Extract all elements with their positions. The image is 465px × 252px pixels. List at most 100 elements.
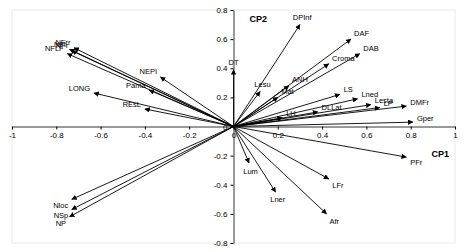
loading-arrow <box>234 118 283 127</box>
tick-mark <box>366 127 367 130</box>
tick: 0.6 <box>216 35 233 44</box>
tick-mark <box>101 127 102 130</box>
arrow-label: Mat <box>281 87 294 96</box>
tick-label: -0.8 <box>50 131 64 140</box>
arrow-label: LP <box>384 99 393 108</box>
loading-arrow <box>234 122 413 126</box>
tick: 1 <box>453 127 458 141</box>
tick-mark <box>411 127 412 130</box>
tick-label: 0.6 <box>361 131 373 140</box>
loading-arrow <box>74 48 233 127</box>
tick-label: 0.4 <box>317 131 329 140</box>
tick-mark <box>189 127 190 130</box>
tick: 0.6 <box>361 127 373 141</box>
loading-arrow <box>234 112 318 127</box>
loading-arrow <box>234 127 276 193</box>
arrow-label: Lesu <box>254 80 270 89</box>
arrow-label: LONG <box>69 84 90 93</box>
chart: -1-0.8-0.6-0.4-0.200.20.40.60.81-0.8-0.6… <box>0 0 465 252</box>
loading-arrow <box>234 25 300 127</box>
loading-arrow <box>234 54 360 127</box>
tick-mark <box>56 127 57 130</box>
tick-label: 0.4 <box>216 64 228 73</box>
arrow-label: Nloc <box>53 201 68 210</box>
arrow-label: DLLat <box>322 103 343 112</box>
loading-arrow <box>70 127 234 217</box>
tick-mark <box>231 156 234 157</box>
tick-label: -0.6 <box>94 131 108 140</box>
arrow-label: Pama <box>126 81 146 90</box>
arrow-label: DPInf <box>293 13 313 22</box>
arrow-label: LFr <box>332 181 344 190</box>
loading-arrow <box>70 49 234 126</box>
loading-arrow <box>72 51 234 127</box>
tick: -0.2 <box>183 127 197 141</box>
loading-arrow <box>72 127 234 210</box>
arrow-label: Afr <box>329 217 339 226</box>
arrow-label: NEPI <box>140 67 158 76</box>
tick-label: -0.6 <box>214 210 228 219</box>
loading-arrow <box>72 127 234 200</box>
tick: -0.2 <box>214 152 234 161</box>
tick-label: 0.6 <box>216 35 228 44</box>
y-axis-title: CP2 <box>250 14 268 24</box>
arrow-label: ANH <box>292 75 308 84</box>
tick-mark <box>231 243 234 244</box>
arrow-label: DMFr <box>410 98 429 107</box>
tick-label: 1 <box>453 131 458 140</box>
tick-label: -0.2 <box>214 152 228 161</box>
tick-mark <box>278 127 279 130</box>
tick: -1 <box>9 127 17 141</box>
tick: -0.8 <box>214 239 234 248</box>
arrow-label: Lum <box>243 167 258 176</box>
loading-arrow <box>233 70 234 127</box>
arrow-label: REsL <box>123 100 141 109</box>
tick: -0.4 <box>214 181 234 190</box>
y-axis: -0.8-0.6-0.4-0.200.20.40.60.8 <box>214 6 234 248</box>
loading-arrow <box>149 90 233 126</box>
arrow-label: Gper <box>417 114 434 123</box>
loading-arrow <box>234 127 327 214</box>
tick: 0.2 <box>216 93 233 102</box>
tick-label: -0.8 <box>214 239 228 248</box>
arrow-label: NFLF <box>45 44 64 53</box>
arrow-label: Lner <box>270 195 286 204</box>
tick-mark <box>455 127 456 130</box>
tick-label: -0.4 <box>139 131 153 140</box>
loading-arrow <box>145 109 234 126</box>
tick-label: 0.2 <box>216 93 228 102</box>
tick: -0.4 <box>139 127 153 141</box>
x-axis-title: CP1 <box>431 149 449 159</box>
plot-frame <box>12 10 455 243</box>
tick-mark <box>231 39 234 40</box>
tick-mark <box>322 127 323 130</box>
arrow-label: DAF <box>354 29 369 38</box>
tick: 0.4 <box>317 127 329 141</box>
arrow-labels: NFINFrrNFrNFLFLONGNEPIPamaREsLDTDPInfDAF… <box>45 13 434 228</box>
tick: 0.8 <box>406 127 418 141</box>
arrow-label: LH <box>286 109 296 118</box>
loading-arrow <box>67 54 233 127</box>
plot-area <box>67 25 413 217</box>
tick-label: 0.8 <box>406 131 418 140</box>
arrow-label: PFr <box>410 158 423 167</box>
loading-arrow <box>234 127 250 163</box>
tick-label: 0.8 <box>216 6 228 15</box>
tick-label: 0.2 <box>273 131 285 140</box>
tick-mark <box>231 10 234 11</box>
tick-mark <box>145 127 146 130</box>
tick: -0.8 <box>50 127 64 141</box>
arrow-label: LS <box>344 85 353 94</box>
tick: -0.6 <box>214 210 234 219</box>
arrow-label: DAB <box>363 44 378 53</box>
loading-arrow <box>234 106 407 126</box>
arrow-label: Croma <box>332 54 355 63</box>
tick: 0.8 <box>216 6 233 15</box>
loading-arrow <box>234 127 407 158</box>
arrow-label: DT <box>229 58 239 67</box>
loading-arrow <box>94 93 234 126</box>
tick-mark <box>12 127 13 130</box>
tick-mark <box>231 214 234 215</box>
tick-label: -0.4 <box>214 181 228 190</box>
arrow-label: NP <box>56 219 66 228</box>
